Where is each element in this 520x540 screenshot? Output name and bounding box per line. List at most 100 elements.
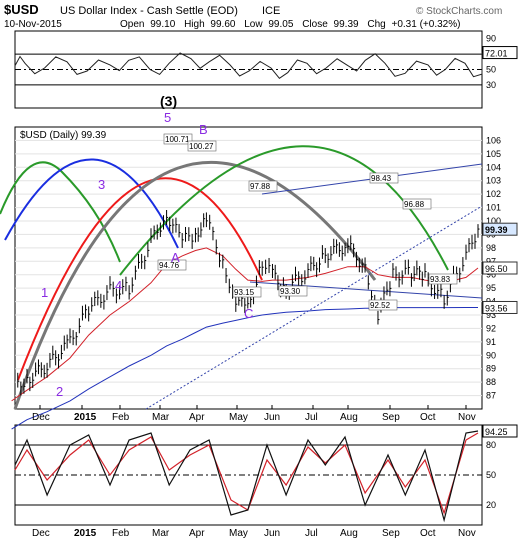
- price-tick-100: 100: [486, 216, 501, 226]
- price-tick-106: 106: [486, 135, 501, 145]
- wave-label-8: C: [244, 306, 253, 321]
- price-panel: [14, 126, 483, 410]
- stoch-xtick-4: Apr: [189, 528, 205, 539]
- cycle-arc-green-big: [119, 145, 449, 276]
- price-xtick-5: May: [229, 412, 248, 423]
- annotation-box: [248, 180, 278, 192]
- price-tick-89: 89: [486, 364, 496, 374]
- header-description: US Dollar Index - Cash Settle (EOD): [60, 5, 238, 17]
- annotation-93.30: 93.30: [280, 287, 301, 296]
- annotation-93.15: 93.15: [234, 288, 255, 297]
- wave-label-1: 5: [164, 110, 171, 125]
- open-label: Open: [120, 19, 144, 30]
- annotation-96.88: 96.88: [404, 200, 425, 209]
- rsi-layer: 3050709072.01: [14, 34, 518, 90]
- header-watermark: © StockCharts.com: [416, 6, 502, 17]
- price-tick-87: 87: [486, 391, 496, 401]
- stoch-xtick-6: Jun: [264, 528, 280, 539]
- high-label: High: [184, 19, 205, 30]
- price-tick-92: 92: [486, 323, 496, 333]
- stoch-xtick-5: May: [229, 528, 248, 539]
- rsi-tick-30: 30: [486, 80, 496, 90]
- annotation-97.88: 97.88: [250, 182, 271, 191]
- stoch-xtick-2: Feb: [112, 528, 130, 539]
- annotation-box: [163, 133, 193, 145]
- stoch-xtick-1: 2015: [74, 528, 97, 539]
- cycle-arc-red: [17, 177, 263, 381]
- wave-label-0: (3): [160, 93, 177, 109]
- price-xtick-10: Oct: [420, 412, 436, 423]
- annotation-box: [278, 285, 308, 297]
- price-tick-91: 91: [486, 337, 496, 347]
- stoch-xtick-11: Nov: [458, 528, 476, 539]
- price-title: $USD (Daily) 99.39: [20, 130, 107, 141]
- price-tick-95: 95: [486, 283, 496, 293]
- price-label-box: [482, 300, 518, 314]
- annotation-93.83: 93.83: [430, 275, 451, 284]
- chg-label: Chg: [367, 19, 385, 30]
- high-value: 99.60: [210, 19, 235, 30]
- annotation-100.71: 100.71: [165, 135, 190, 144]
- open-value: 99.10: [150, 19, 175, 30]
- stoch-last-value: 94.25: [485, 427, 508, 437]
- annotation-box: [402, 198, 432, 210]
- rsi-last-box: [482, 46, 518, 60]
- annotation-box: [157, 259, 187, 271]
- price-tick-96: 96: [486, 270, 496, 280]
- stoch-xtick-8: Aug: [340, 528, 358, 539]
- chg-value: +0.31 (+0.32%): [392, 19, 461, 30]
- low-label: Low: [244, 19, 263, 30]
- annotation-92.52: 92.52: [370, 301, 391, 310]
- price-tick-103: 103: [486, 176, 501, 186]
- price-xtick-7: Jul: [305, 412, 318, 423]
- svg-text:Open 99.10 High 99: Open 99.10 High 99.60 Low 99.05 Close 99…: [120, 19, 460, 30]
- annotation-box: [187, 140, 217, 152]
- stoch-xtick-7: Jul: [305, 528, 318, 539]
- header-exchange: ICE: [262, 5, 280, 17]
- wave-label-7: A: [171, 250, 180, 265]
- rsi-tick-90: 90: [486, 34, 496, 44]
- close-label: Close: [302, 19, 328, 30]
- price-tick-88: 88: [486, 377, 496, 387]
- close-value: 99.39: [334, 19, 359, 30]
- stoch-tick-20: 20: [486, 500, 496, 510]
- price-xtick-2: Feb: [112, 412, 130, 423]
- ma-200-line: [11, 307, 478, 430]
- price-tick-101: 101: [486, 203, 501, 213]
- price-tick-90: 90: [486, 350, 496, 360]
- price-label-93.56: 93.56: [485, 303, 508, 313]
- price-xtick-0: Dec: [32, 412, 50, 423]
- x-axis: Dec 2015 Feb Mar Apr May Jun Jul Aug Sep Oct Nov Dec…: [32, 405, 476, 539]
- stoch-xtick-0: Dec: [32, 528, 50, 539]
- wave-label-5: 2: [56, 384, 63, 399]
- annotation-98.43: 98.43: [371, 174, 392, 183]
- price-tick-102: 102: [486, 189, 501, 199]
- price-xtick-3: Mar: [152, 412, 170, 423]
- cycle-arc-green-left: [0, 161, 121, 263]
- stoch-xtick-10: Oct: [420, 528, 436, 539]
- price-xtick-11: Nov: [458, 412, 476, 423]
- cycle-arc-blue: [4, 158, 179, 249]
- annotation-94.76: 94.76: [159, 261, 180, 270]
- header-date: 10-Nov-2015: [4, 19, 62, 30]
- price-label-box: [482, 222, 518, 236]
- price-overlays: [0, 145, 483, 410]
- price-xtick-6: Jun: [264, 412, 280, 423]
- stoch-last-box: [482, 424, 518, 438]
- rsi-last-value: 72.01: [485, 49, 508, 59]
- header-symbol: $USD: [4, 2, 39, 17]
- price-label-96.50: 96.50: [485, 264, 508, 274]
- annotation-box: [428, 273, 458, 285]
- price-tick-98: 98: [486, 243, 496, 253]
- low-value: 99.05: [268, 19, 293, 30]
- stoch-xtick-3: Mar: [152, 528, 170, 539]
- price-xtick-1: 2015: [74, 412, 97, 423]
- wave-label-6: 4: [115, 278, 122, 293]
- annotation-box: [369, 172, 399, 184]
- wave-label-2: B: [199, 122, 208, 137]
- annotation-box: [232, 286, 262, 298]
- stochastic-layer: 20 50 80 94.25: [14, 424, 518, 523]
- stoch-xtick-9: Sep: [382, 528, 400, 539]
- price-grid: 8788899091929394959697989910010110210310…: [15, 130, 501, 401]
